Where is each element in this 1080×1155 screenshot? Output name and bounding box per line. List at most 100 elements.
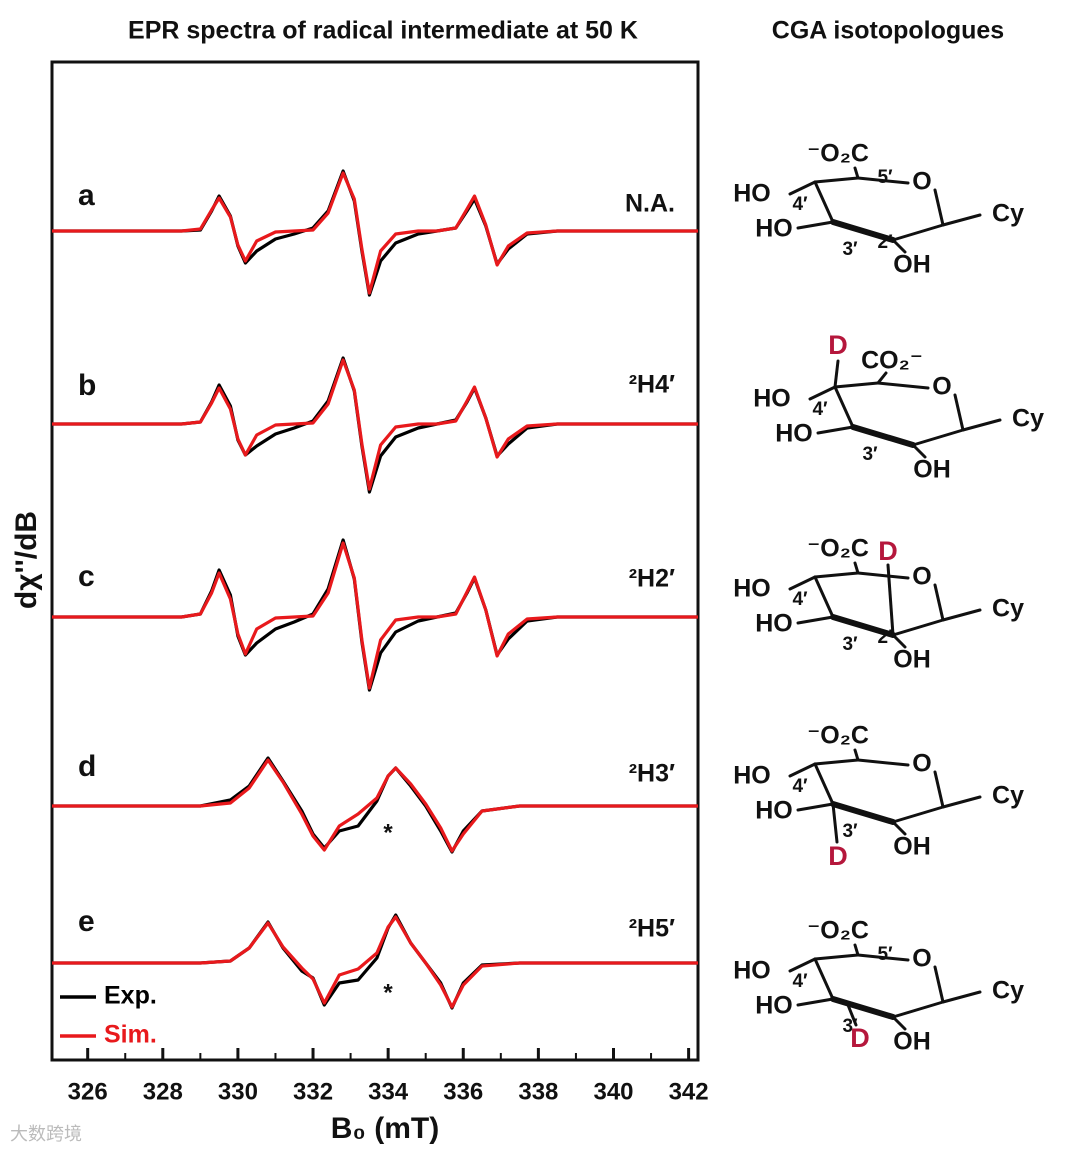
structure-label: 3′ [842, 239, 858, 260]
isotope-label: N.A. [625, 190, 675, 218]
bond [813, 571, 860, 579]
x-tick-label: 326 [68, 1078, 108, 1105]
structure-label: HO [753, 385, 791, 413]
bond [813, 575, 835, 619]
bond [846, 1003, 858, 1027]
structure-label: 4′ [792, 589, 808, 610]
wedge-bond [850, 424, 916, 448]
bond [796, 997, 835, 1007]
structure-label: 4′ [792, 194, 808, 215]
bond [833, 381, 880, 389]
structure-label: 3′ [842, 634, 858, 655]
x-tick-label: 336 [443, 1078, 483, 1105]
spectrum-line [52, 358, 698, 491]
bond [856, 571, 910, 580]
spectrum-line [52, 758, 698, 853]
structure-label: OH [893, 646, 931, 674]
bond [796, 802, 835, 812]
structure-label: D [828, 841, 848, 871]
bond [941, 990, 982, 1004]
structure-label: 2′ [877, 627, 893, 648]
structure-label: Cy [992, 977, 1024, 1005]
bond [788, 762, 817, 778]
x-tick-label: 334 [368, 1078, 409, 1105]
bond [796, 220, 835, 230]
bond [853, 166, 860, 180]
bond [796, 615, 835, 625]
structure-label: HO [733, 957, 771, 985]
structure-label: 2′ [877, 232, 893, 253]
bond [856, 953, 910, 962]
structure-label: D [878, 536, 898, 566]
bond [813, 180, 835, 224]
isotope-label: ²H4′ [629, 371, 675, 399]
bond [788, 957, 817, 973]
x-tick-label: 342 [669, 1078, 709, 1105]
bond [891, 618, 945, 637]
bond [941, 213, 982, 227]
structure-label: 3′ [862, 444, 878, 465]
bond [813, 758, 860, 766]
bond [831, 802, 839, 844]
bond [911, 428, 965, 447]
structure-label: Cy [992, 595, 1024, 623]
bond [788, 575, 817, 591]
bond [808, 385, 837, 401]
plot-frame [50, 60, 700, 1062]
chart-title: EPR spectra of radical intermediate at 5… [128, 17, 638, 45]
bond [833, 385, 855, 429]
structure-label: OH [913, 456, 951, 484]
structure-label: O [912, 563, 931, 591]
bond [853, 943, 860, 957]
x-tick-label: 328 [143, 1078, 183, 1105]
bond [941, 608, 982, 622]
bond [813, 176, 860, 184]
panel-label: c [78, 560, 95, 593]
structure-label: HO [733, 575, 771, 603]
bond [853, 561, 860, 575]
wedge-bond [830, 219, 896, 243]
structure-label: Cy [1012, 405, 1044, 433]
structure-label: O [912, 168, 931, 196]
legend-label: Exp. [104, 982, 157, 1010]
bond [891, 805, 945, 824]
bond [933, 770, 945, 809]
x-axis-label: B₀ (mT) [331, 1112, 440, 1145]
bond [833, 359, 840, 389]
x-tick-label: 340 [593, 1078, 633, 1105]
x-tick-label: 330 [218, 1078, 258, 1105]
bond [816, 425, 855, 435]
structure-label: ⁻O₂C [807, 722, 869, 750]
spectrum-line [52, 171, 698, 295]
structure-label: HO [755, 797, 793, 825]
bond [876, 381, 930, 390]
y-axis-label: dχ''/dB [10, 511, 43, 609]
bond [933, 583, 945, 622]
watermark: 大数跨境 [10, 1124, 82, 1144]
panel-label: a [78, 179, 95, 212]
structure-label: HO [733, 762, 771, 790]
bond [788, 180, 817, 196]
bond [856, 758, 910, 767]
panel-label: e [78, 905, 95, 938]
wedge-bond [830, 996, 896, 1020]
bond [961, 418, 1002, 432]
bond [941, 795, 982, 809]
bond [853, 748, 860, 762]
bond [856, 176, 910, 185]
side-title: CGA isotopologues [772, 17, 1004, 45]
structure-label: O [912, 945, 931, 973]
structure-label: D [828, 330, 848, 360]
structure-label: O [932, 373, 951, 401]
bond [813, 957, 835, 1001]
annotation: * [383, 819, 393, 846]
structure-label: Cy [992, 200, 1024, 228]
panel-label: b [78, 369, 96, 402]
bond [813, 762, 835, 806]
structure-label: HO [775, 420, 813, 448]
panel-label: d [78, 750, 96, 783]
structure-label: D [850, 1023, 870, 1053]
structure-label: 5′ [877, 944, 893, 965]
structure-label: HO [755, 992, 793, 1020]
